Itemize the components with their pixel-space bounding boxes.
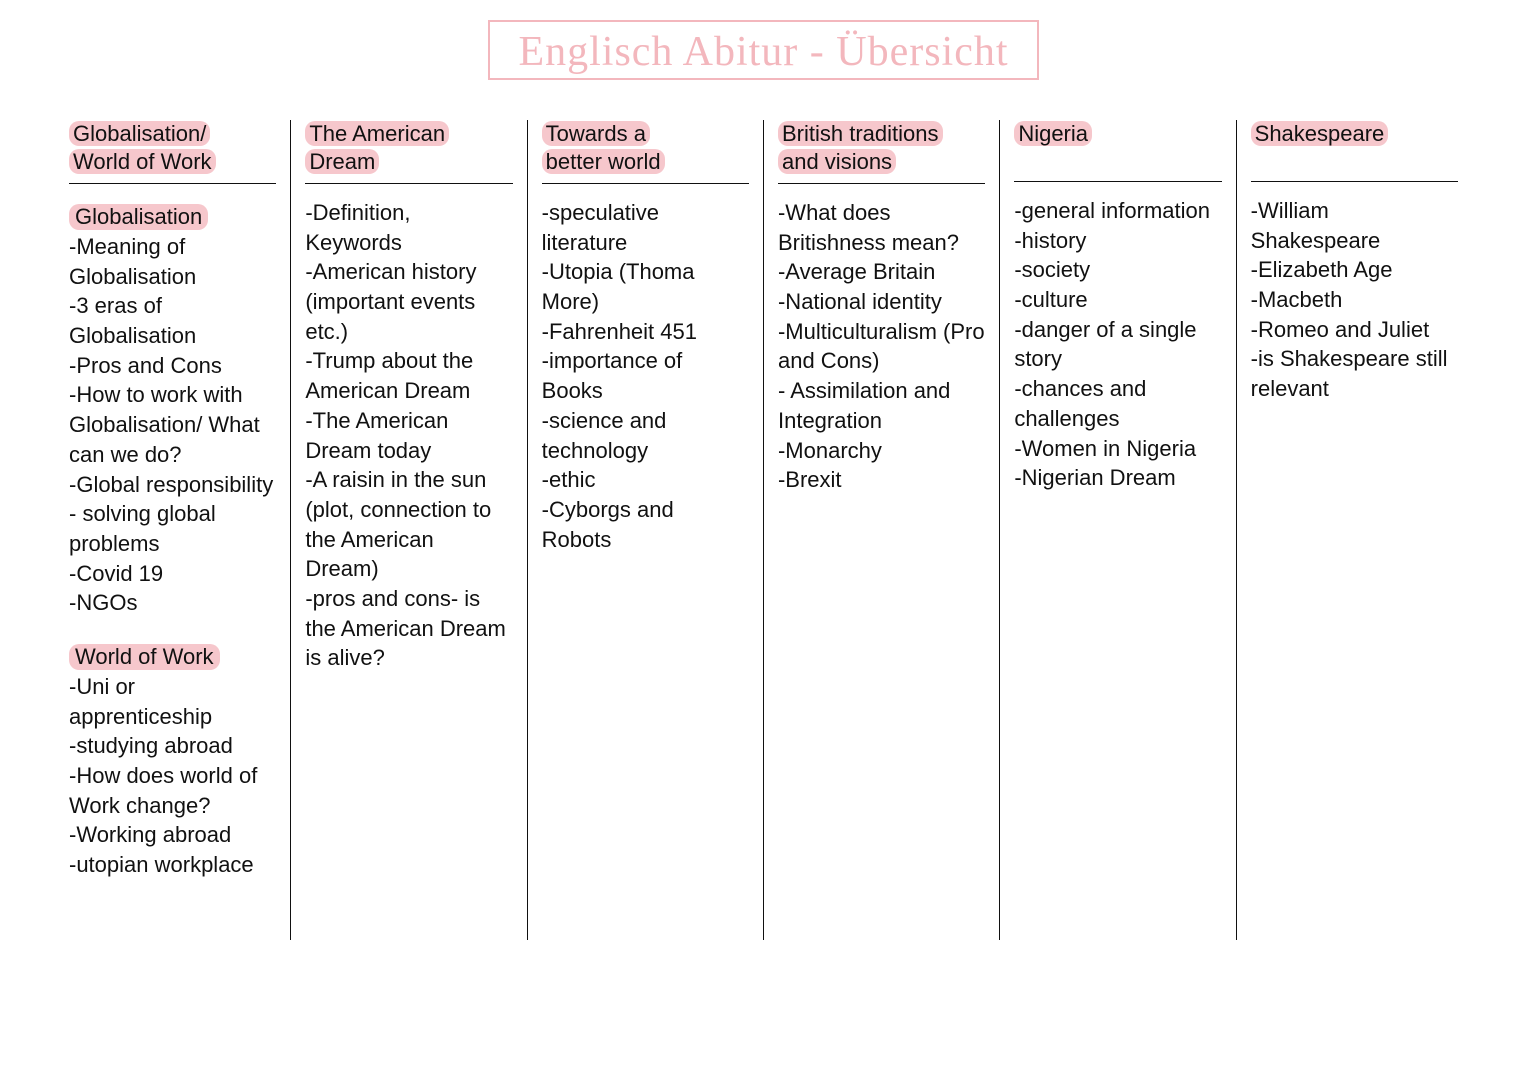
column-header: Nigeria bbox=[1014, 120, 1221, 182]
list-item: -Women in Nigeria bbox=[1014, 434, 1221, 464]
list-item: - Assimilation and Integration bbox=[778, 376, 985, 435]
list-item: -Meaning of Globalisation bbox=[69, 232, 276, 291]
list-item: -Macbeth bbox=[1251, 285, 1458, 315]
section: -William Shakespeare -Elizabeth Age -Mac… bbox=[1251, 196, 1458, 404]
header-line-2: World of Work bbox=[69, 149, 216, 174]
list-item: -Nigerian Dream bbox=[1014, 463, 1221, 493]
list-item: -ethic bbox=[542, 465, 749, 495]
list-item: -Covid 19 bbox=[69, 559, 276, 589]
column-header: British traditions and visions bbox=[778, 120, 985, 184]
list-item: -Global responsibility - solving global … bbox=[69, 470, 276, 559]
section-subheading: World of Work bbox=[69, 644, 220, 670]
columns-layout: Globalisation/ World of Work Globalisati… bbox=[55, 120, 1472, 940]
column-shakespeare: Shakespeare -William Shakespeare -Elizab… bbox=[1237, 120, 1472, 940]
item-list: -William Shakespeare -Elizabeth Age -Mac… bbox=[1251, 196, 1458, 404]
section-subheading: Globalisation bbox=[69, 204, 208, 230]
list-item: -How does world of Work change? bbox=[69, 761, 276, 820]
list-item: -Utopia (Thoma More) bbox=[542, 257, 749, 316]
list-item: -Romeo and Juliet bbox=[1251, 315, 1458, 345]
list-item: -The American Dream today bbox=[305, 406, 512, 465]
column-american-dream: The American Dream -Definition, Keywords… bbox=[291, 120, 527, 940]
section-world-of-work: World of Work -Uni or apprenticeship -st… bbox=[69, 638, 276, 880]
list-item: -pros and cons- is the American Dream is… bbox=[305, 584, 512, 673]
column-better-world: Towards a better world -speculative lite… bbox=[528, 120, 764, 940]
header-line-2: better world bbox=[542, 149, 665, 174]
list-item: -culture bbox=[1014, 285, 1221, 315]
section: -general information -history -society -… bbox=[1014, 196, 1221, 493]
header-line-2: Dream bbox=[305, 149, 379, 174]
list-item: -science and technology bbox=[542, 406, 749, 465]
list-item: -Average Britain bbox=[778, 257, 985, 287]
header-line-1: Globalisation/ bbox=[69, 121, 210, 146]
column-header: Globalisation/ World of Work bbox=[69, 120, 276, 184]
header-line-1: The American bbox=[305, 121, 449, 146]
list-item: -society bbox=[1014, 255, 1221, 285]
column-globalisation: Globalisation/ World of Work Globalisati… bbox=[55, 120, 291, 940]
section: -What does Britishness mean? -Average Br… bbox=[778, 198, 985, 495]
list-item: -National identity bbox=[778, 287, 985, 317]
list-item: -Definition, Keywords bbox=[305, 198, 512, 257]
title-box: Englisch Abitur - Übersicht bbox=[488, 20, 1038, 80]
list-item: -chances and challenges bbox=[1014, 374, 1221, 433]
header-line-1: Shakespeare bbox=[1251, 121, 1389, 146]
title-container: Englisch Abitur - Übersicht bbox=[55, 20, 1472, 80]
item-list: -Meaning of Globalisation -3 eras of Glo… bbox=[69, 232, 276, 618]
list-item: -A raisin in the sun (plot, connection t… bbox=[305, 465, 512, 584]
list-item: -danger of a single story bbox=[1014, 315, 1221, 374]
list-item: -speculative literature bbox=[542, 198, 749, 257]
section: -Definition, Keywords -American history … bbox=[305, 198, 512, 673]
column-header: Towards a better world bbox=[542, 120, 749, 184]
list-item: -Pros and Cons bbox=[69, 351, 276, 381]
list-item: -is Shakespeare still relevant bbox=[1251, 344, 1458, 403]
list-item: -Cyborgs and Robots bbox=[542, 495, 749, 554]
list-item: -William Shakespeare bbox=[1251, 196, 1458, 255]
list-item: -How to work with Globalisation/ What ca… bbox=[69, 380, 276, 469]
header-line-1: Nigeria bbox=[1014, 121, 1092, 146]
header-line-2: and visions bbox=[778, 149, 896, 174]
column-header: Shakespeare bbox=[1251, 120, 1458, 182]
page-title: Englisch Abitur - Übersicht bbox=[518, 29, 1008, 75]
list-item: -utopian workplace bbox=[69, 850, 276, 880]
list-item: -Elizabeth Age bbox=[1251, 255, 1458, 285]
section: -speculative literature -Utopia (Thoma M… bbox=[542, 198, 749, 554]
item-list: -Definition, Keywords -American history … bbox=[305, 198, 512, 673]
list-item: -Trump about the American Dream bbox=[305, 346, 512, 405]
list-item: -NGOs bbox=[69, 588, 276, 618]
header-line-1: British traditions bbox=[778, 121, 943, 146]
list-item: -Brexit bbox=[778, 465, 985, 495]
section-globalisation: Globalisation -Meaning of Globalisation … bbox=[69, 198, 276, 618]
list-item: -Working abroad bbox=[69, 820, 276, 850]
item-list: -Uni or apprenticeship -studying abroad … bbox=[69, 672, 276, 880]
list-item: -history bbox=[1014, 226, 1221, 256]
column-header: The American Dream bbox=[305, 120, 512, 184]
list-item: -Uni or apprenticeship bbox=[69, 672, 276, 731]
list-item: -studying abroad bbox=[69, 731, 276, 761]
list-item: -general information bbox=[1014, 196, 1221, 226]
list-item: -importance of Books bbox=[542, 346, 749, 405]
header-line-1: Towards a bbox=[542, 121, 650, 146]
list-item: -Fahrenheit 451 bbox=[542, 317, 749, 347]
item-list: -What does Britishness mean? -Average Br… bbox=[778, 198, 985, 495]
list-item: -3 eras of Globalisation bbox=[69, 291, 276, 350]
column-british-traditions: British traditions and visions -What doe… bbox=[764, 120, 1000, 940]
item-list: -speculative literature -Utopia (Thoma M… bbox=[542, 198, 749, 554]
list-item: -Multiculturalism (Pro and Cons) bbox=[778, 317, 985, 376]
item-list: -general information -history -society -… bbox=[1014, 196, 1221, 493]
column-nigeria: Nigeria -general information -history -s… bbox=[1000, 120, 1236, 940]
list-item: -Monarchy bbox=[778, 436, 985, 466]
list-item: -What does Britishness mean? bbox=[778, 198, 985, 257]
list-item: -American history (important events etc.… bbox=[305, 257, 512, 346]
